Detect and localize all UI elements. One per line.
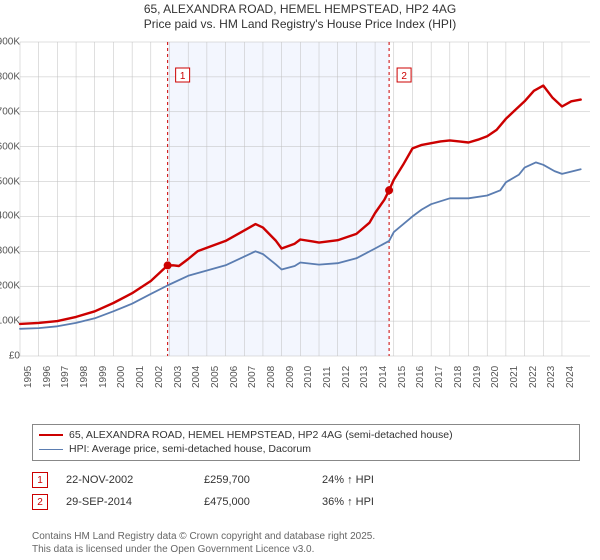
svg-text:1: 1 (180, 71, 186, 82)
x-axis-label: 2022 (528, 366, 539, 388)
x-axis-label: 2017 (434, 366, 445, 388)
sale-date: 22-NOV-2002 (66, 474, 186, 486)
legend-label: HPI: Average price, semi-detached house,… (69, 442, 311, 456)
title-line-2: Price paid vs. HM Land Registry's House … (0, 17, 600, 31)
x-axis-label: 2019 (472, 366, 483, 388)
y-axis-label: £0 (0, 351, 20, 362)
sale-badge: 1 (32, 472, 48, 488)
x-axis-label: 2024 (565, 366, 576, 388)
y-axis-label: £300K (0, 246, 20, 257)
y-axis-label: £100K (0, 316, 20, 327)
x-axis-label: 2005 (210, 366, 221, 388)
x-axis-label: 2006 (229, 366, 240, 388)
x-axis-label: 1997 (60, 366, 71, 388)
x-axis-label: 2014 (378, 366, 389, 388)
y-axis-label: £400K (0, 211, 20, 222)
x-axis-label: 2009 (285, 366, 296, 388)
sale-hpi-delta: 36% ↑ HPI (322, 496, 442, 508)
legend-row: 65, ALEXANDRA ROAD, HEMEL HEMPSTEAD, HP2… (39, 428, 573, 442)
x-axis-label: 2016 (415, 366, 426, 388)
y-axis-label: £500K (0, 176, 20, 187)
sale-price: £475,000 (204, 496, 304, 508)
footer-line: This data is licensed under the Open Gov… (32, 544, 375, 557)
legend-swatch (39, 434, 63, 436)
svg-text:2: 2 (401, 71, 407, 82)
price-vs-hpi-chart: 12 (0, 36, 600, 416)
y-axis-label: £900K (0, 37, 20, 48)
sale-marker-row: 2 29-SEP-2014 £475,000 36% ↑ HPI (32, 494, 572, 510)
x-axis-label: 2023 (546, 366, 557, 388)
x-axis-label: 2004 (191, 366, 202, 388)
y-axis-label: £600K (0, 141, 20, 152)
legend: 65, ALEXANDRA ROAD, HEMEL HEMPSTEAD, HP2… (32, 424, 580, 461)
y-axis-label: £700K (0, 106, 20, 117)
sale-date: 29-SEP-2014 (66, 496, 186, 508)
x-axis-label: 2008 (266, 366, 277, 388)
x-axis-label: 2011 (322, 366, 333, 388)
x-axis-label: 2012 (341, 366, 352, 388)
sale-badge: 2 (32, 494, 48, 510)
footer-line: Contains HM Land Registry data © Crown c… (32, 531, 375, 544)
x-axis-label: 2010 (303, 366, 314, 388)
sale-hpi-delta: 24% ↑ HPI (322, 474, 442, 486)
sale-marker-row: 1 22-NOV-2002 £259,700 24% ↑ HPI (32, 472, 572, 488)
x-axis-label: 1998 (79, 366, 90, 388)
legend-swatch (39, 449, 63, 450)
sale-price: £259,700 (204, 474, 304, 486)
x-axis-label: 2018 (453, 366, 464, 388)
x-axis-label: 2015 (397, 366, 408, 388)
x-axis-label: 1995 (23, 366, 34, 388)
x-axis-label: 1996 (42, 366, 53, 388)
x-axis-label: 2000 (116, 366, 127, 388)
legend-row: HPI: Average price, semi-detached house,… (39, 442, 573, 456)
attribution-footer: Contains HM Land Registry data © Crown c… (32, 531, 375, 556)
x-axis-label: 2003 (173, 366, 184, 388)
y-axis-label: £800K (0, 71, 20, 82)
x-axis-label: 1999 (98, 366, 109, 388)
x-axis-label: 2007 (247, 366, 258, 388)
x-axis-label: 2021 (509, 366, 520, 388)
chart-titles: 65, ALEXANDRA ROAD, HEMEL HEMPSTEAD, HP2… (0, 0, 600, 31)
x-axis-label: 2002 (154, 366, 165, 388)
legend-label: 65, ALEXANDRA ROAD, HEMEL HEMPSTEAD, HP2… (69, 428, 453, 442)
x-axis-label: 2013 (359, 366, 370, 388)
sale-markers-table: 1 22-NOV-2002 £259,700 24% ↑ HPI 2 29-SE… (32, 466, 572, 514)
y-axis-label: £200K (0, 281, 20, 292)
x-axis-label: 2020 (490, 366, 501, 388)
title-line-1: 65, ALEXANDRA ROAD, HEMEL HEMPSTEAD, HP2… (0, 2, 600, 16)
x-axis-label: 2001 (135, 366, 146, 388)
